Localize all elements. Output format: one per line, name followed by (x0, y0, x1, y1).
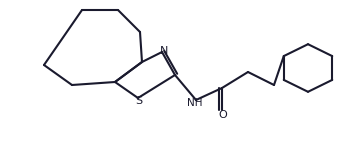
Text: NH: NH (187, 98, 203, 108)
Text: S: S (136, 96, 142, 106)
Text: O: O (219, 110, 227, 120)
Text: N: N (160, 46, 168, 56)
